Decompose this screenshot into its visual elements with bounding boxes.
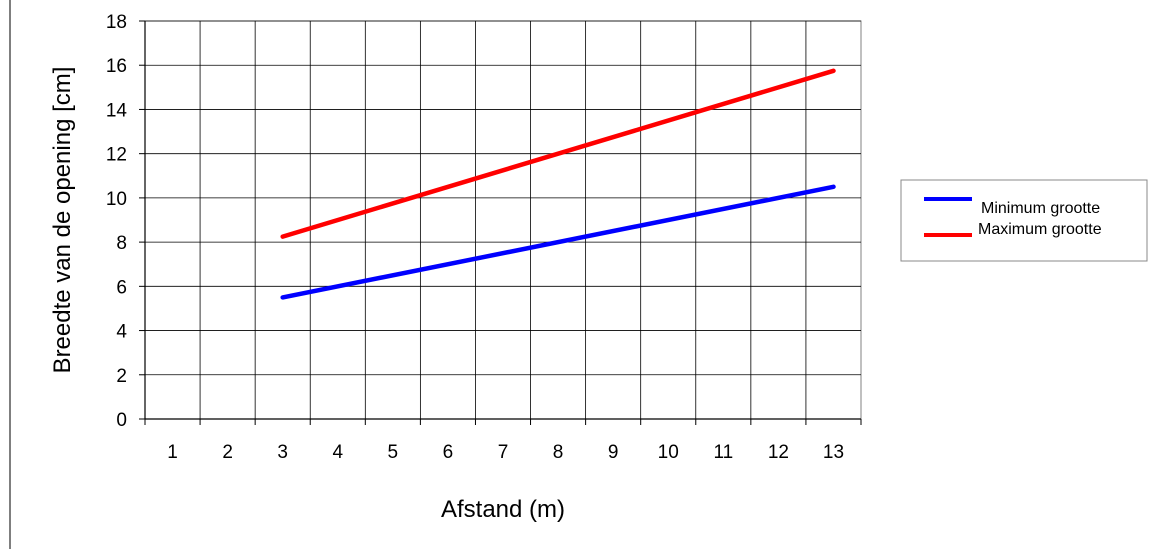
y-tick-label: 10 bbox=[106, 189, 127, 210]
y-tick-label: 2 bbox=[116, 366, 127, 387]
x-axis-title: Afstand (m) bbox=[441, 496, 565, 523]
y-tick-label: 0 bbox=[116, 410, 127, 431]
x-tick-label: 12 bbox=[768, 442, 789, 463]
legend-label-maximum: Maximum grootte bbox=[978, 221, 1102, 238]
x-tick-label: 2 bbox=[222, 442, 233, 463]
x-tick-label: 13 bbox=[823, 442, 844, 463]
y-tick-label: 8 bbox=[116, 233, 127, 254]
legend: Minimum grootte Maximum grootte bbox=[900, 179, 1148, 262]
x-tick-label: 5 bbox=[388, 442, 399, 463]
series-line-minimum bbox=[280, 184, 836, 300]
x-tick-label: 7 bbox=[498, 442, 509, 463]
x-tick-label: 3 bbox=[277, 442, 288, 463]
x-tick-label: 1 bbox=[167, 442, 178, 463]
y-axis-title: Breedte van de opening [cm] bbox=[49, 67, 76, 374]
grid-lines bbox=[145, 20, 861, 419]
series-layer bbox=[280, 68, 836, 300]
x-tick-label: 4 bbox=[332, 442, 343, 463]
y-tick-label: 12 bbox=[106, 145, 127, 166]
x-tick-label: 8 bbox=[553, 442, 564, 463]
x-tick-label: 11 bbox=[713, 442, 733, 463]
y-tick-label: 18 bbox=[106, 12, 127, 33]
x-tick-label: 6 bbox=[443, 442, 454, 463]
legend-label-minimum: Minimum grootte bbox=[981, 200, 1100, 217]
plot-area bbox=[144, 20, 862, 420]
legend-box bbox=[900, 179, 1148, 262]
x-tick-label: 9 bbox=[608, 442, 619, 463]
y-tick-label: 4 bbox=[116, 322, 127, 343]
x-tick-label: 10 bbox=[658, 442, 679, 463]
y-tick-label: 14 bbox=[106, 100, 128, 121]
y-tick-label: 16 bbox=[106, 56, 127, 77]
series-line-maximum bbox=[280, 68, 836, 239]
axes bbox=[139, 20, 862, 425]
y-tick-label: 6 bbox=[116, 277, 127, 298]
